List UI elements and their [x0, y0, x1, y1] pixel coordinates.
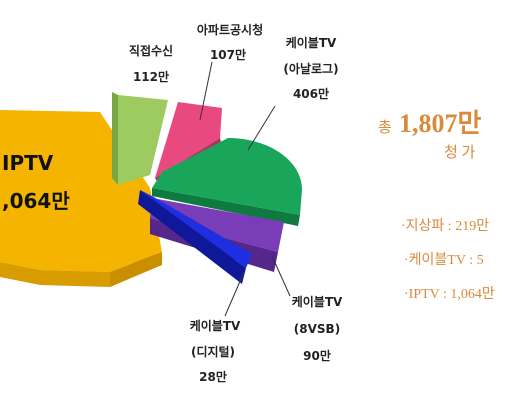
slice-digital: [138, 190, 252, 284]
label-direct-value: 112만: [133, 69, 169, 84]
label-apt-name: 아파트공시청: [197, 22, 263, 37]
leader-digital: [224, 271, 245, 317]
label-analog-name: 케이블TV: [286, 35, 337, 50]
label-vsb-value: 90만: [303, 348, 331, 363]
label-vsb-sub: (8VSB): [294, 322, 340, 336]
summary-total-value: 1,807만: [399, 109, 482, 138]
leader-apt: [199, 61, 213, 121]
leader-vsb: [271, 255, 291, 297]
summary-line-terrestrial: ·지상파 : 219만: [401, 218, 489, 234]
summary-total-prefix: 총: [378, 119, 392, 136]
label-direct-name: 직접수신: [129, 43, 173, 58]
label-iptv-value: ,064만: [2, 189, 70, 213]
label-iptv-name: IPTV: [2, 151, 54, 175]
label-digital-sub: (디지털): [191, 344, 235, 359]
summary-line-cable: ·케이블TV : 5: [404, 252, 484, 268]
summary-line-iptv: ·IPTV : 1,064만: [404, 286, 495, 302]
slice-analog: [152, 138, 302, 226]
slice-direct: [112, 92, 168, 185]
label-digital-value: 28만: [199, 369, 227, 384]
label-vsb-name: 케이블TV: [292, 294, 343, 309]
summary-subtitle: 청 가: [444, 144, 476, 161]
label-analog-value: 406만: [293, 86, 329, 101]
leader-analog: [247, 105, 276, 151]
leader-lines: [199, 61, 291, 317]
label-apt-value: 107만: [210, 47, 246, 62]
label-digital-name: 케이블TV: [190, 318, 241, 333]
label-analog-sub: (아날로그): [283, 61, 338, 76]
